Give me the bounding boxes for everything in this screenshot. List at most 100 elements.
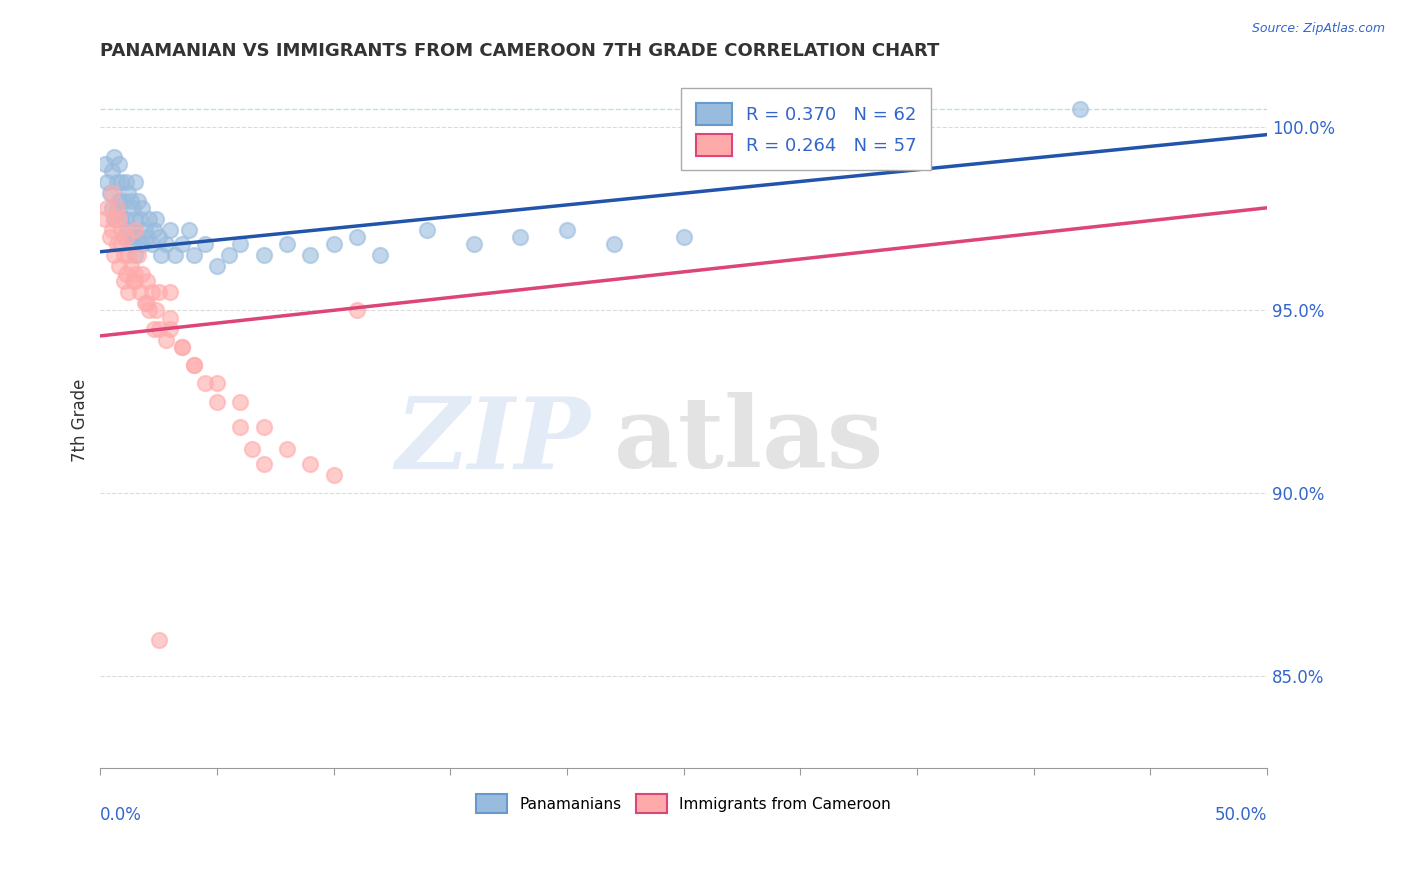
Point xyxy=(205,260,228,274)
Y-axis label: 7th Grade: 7th Grade xyxy=(72,378,89,462)
Point xyxy=(101,201,124,215)
Point xyxy=(120,260,142,274)
Point xyxy=(101,164,124,178)
Point xyxy=(148,632,170,647)
Point xyxy=(159,321,181,335)
Point xyxy=(129,211,152,226)
Point xyxy=(145,211,167,226)
Point xyxy=(103,150,125,164)
Point xyxy=(101,186,124,201)
Point xyxy=(112,248,135,262)
Point xyxy=(150,248,173,262)
Point xyxy=(229,394,252,409)
Point xyxy=(120,194,142,208)
Text: PANAMANIAN VS IMMIGRANTS FROM CAMEROON 7TH GRADE CORRELATION CHART: PANAMANIAN VS IMMIGRANTS FROM CAMEROON 7… xyxy=(100,42,939,60)
Point xyxy=(159,223,181,237)
Point xyxy=(159,310,181,325)
Point xyxy=(105,201,128,215)
Point xyxy=(148,321,170,335)
Point xyxy=(124,211,146,226)
Point xyxy=(98,186,121,201)
Point xyxy=(117,285,139,299)
Point xyxy=(112,274,135,288)
Point xyxy=(416,223,439,237)
Point xyxy=(194,376,217,391)
Text: 50.0%: 50.0% xyxy=(1215,806,1267,824)
Point xyxy=(194,237,217,252)
Point xyxy=(170,340,193,354)
Point xyxy=(136,230,159,244)
Point xyxy=(555,223,578,237)
Point xyxy=(155,237,177,252)
Point xyxy=(124,274,146,288)
Point xyxy=(124,223,146,237)
Point xyxy=(120,230,142,244)
Point xyxy=(98,230,121,244)
Point xyxy=(143,223,166,237)
Point xyxy=(108,260,131,274)
Point xyxy=(136,296,159,310)
Point xyxy=(218,248,240,262)
Point xyxy=(509,230,531,244)
Point xyxy=(205,394,228,409)
Point xyxy=(183,248,205,262)
Point xyxy=(103,248,125,262)
Point xyxy=(115,175,138,189)
Point xyxy=(134,223,156,237)
Point xyxy=(229,420,252,434)
Point xyxy=(177,223,200,237)
Point xyxy=(94,211,117,226)
Point xyxy=(110,211,132,226)
Point xyxy=(253,457,276,471)
Point xyxy=(115,267,138,281)
Point xyxy=(108,211,131,226)
Point xyxy=(138,211,160,226)
Point xyxy=(148,285,170,299)
Point xyxy=(131,237,153,252)
Point xyxy=(94,157,117,171)
Point xyxy=(143,321,166,335)
Point xyxy=(115,230,138,244)
Point xyxy=(276,442,298,457)
Text: ZIP: ZIP xyxy=(395,392,591,489)
Point xyxy=(148,230,170,244)
Point xyxy=(276,237,298,252)
Point xyxy=(253,420,276,434)
Point xyxy=(368,248,391,262)
Point xyxy=(117,248,139,262)
Point xyxy=(124,248,146,262)
Point xyxy=(170,237,193,252)
Point xyxy=(108,194,131,208)
Point xyxy=(155,333,177,347)
Point xyxy=(103,211,125,226)
Point xyxy=(122,201,145,215)
Point xyxy=(117,223,139,237)
Point xyxy=(346,230,368,244)
Point xyxy=(1069,102,1091,116)
Point xyxy=(602,237,624,252)
Point xyxy=(240,442,263,457)
Point xyxy=(253,248,276,262)
Point xyxy=(145,303,167,318)
Legend: Panamanians, Immigrants from Cameroon: Panamanians, Immigrants from Cameroon xyxy=(470,789,897,819)
Point xyxy=(159,285,181,299)
Point xyxy=(141,237,163,252)
Point xyxy=(205,376,228,391)
Point xyxy=(138,303,160,318)
Point xyxy=(122,274,145,288)
Point xyxy=(141,285,163,299)
Point xyxy=(122,237,145,252)
Text: Source: ZipAtlas.com: Source: ZipAtlas.com xyxy=(1251,22,1385,36)
Point xyxy=(103,211,125,226)
Point xyxy=(112,230,135,244)
Point xyxy=(101,223,124,237)
Point xyxy=(127,230,149,244)
Point xyxy=(105,201,128,215)
Point xyxy=(112,194,135,208)
Point xyxy=(299,457,322,471)
Point xyxy=(322,467,344,482)
Point xyxy=(131,267,153,281)
Point xyxy=(108,157,131,171)
Point xyxy=(105,237,128,252)
Point xyxy=(96,175,118,189)
